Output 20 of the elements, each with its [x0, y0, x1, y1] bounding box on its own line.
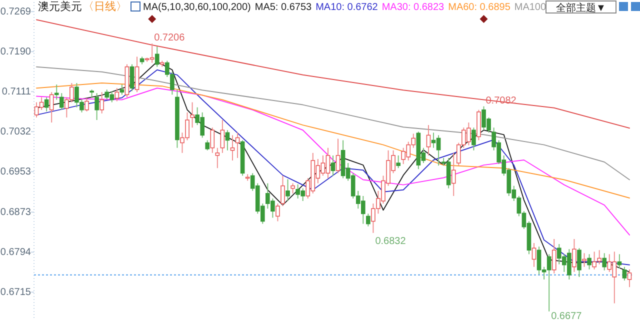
y-tick-label: 0.7111: [2, 86, 32, 98]
text: MA5: 0.6753: [254, 2, 312, 13]
annotation: 全部主题▼: [556, 2, 606, 14]
text: MA30: 0.6823: [382, 2, 445, 13]
y-tick-label: 0.6873: [0, 206, 32, 218]
y-tick-label: 0.6715: [0, 286, 32, 298]
chart-subtitle: 〈日线〉: [83, 0, 127, 13]
text: 0.7206: [154, 32, 185, 44]
y-tick-label: 0.7190: [0, 46, 32, 58]
text: 0.6832: [375, 236, 406, 247]
chart-title: 澳元美元: [38, 0, 82, 13]
text: MA60: 0.6895: [448, 2, 511, 13]
y-tick-label: 0.6794: [0, 246, 32, 258]
y-tick-label: 0.6953: [0, 166, 32, 178]
text: MA10: 0.6762: [316, 2, 378, 13]
legend-title: MA(5,10,30,60,100,200): [143, 2, 251, 13]
y-tick-label: 0.7032: [0, 126, 32, 138]
y-tick-label: 0.7269: [0, 6, 32, 18]
control: 全部主题▼: [546, 0, 616, 14]
text: 0.6677: [551, 311, 582, 320]
